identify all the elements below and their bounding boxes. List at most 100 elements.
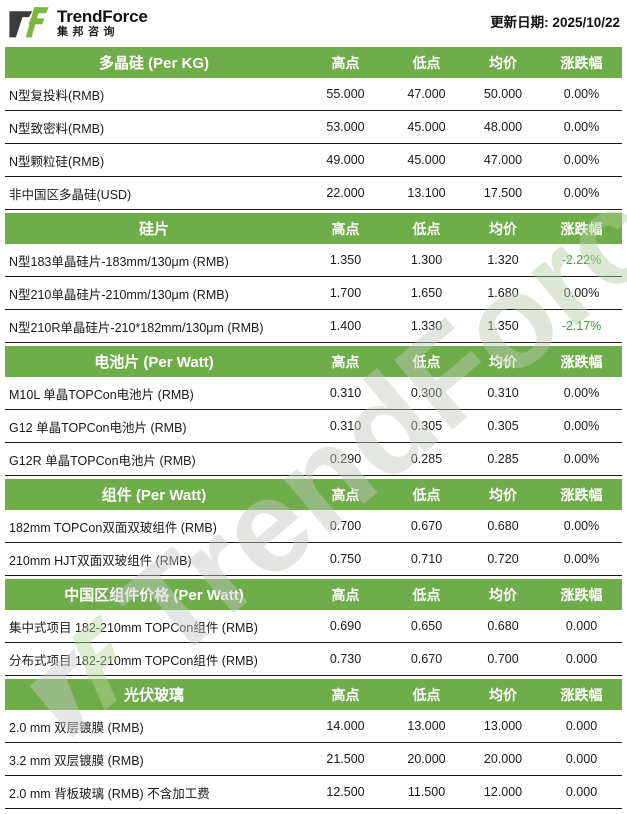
column-header-change: 涨跌幅 [560,586,603,603]
column-header-avg: 均价 [489,486,517,503]
row-high-value: 49.000 [326,153,365,167]
section-header: 电池片 (Per Watt) 高点 低点 均价 涨跌幅 [5,346,622,377]
row-label: 集中式项目 182-210mm TOPCon组件 (RMB) [9,620,258,635]
row-low-value: 45.000 [407,153,446,167]
section-rows: 182mm TOPCon双面双玻组件 (RMB) 0.700 0.670 0.6… [5,510,622,576]
table-row: 2.0 mm 背板玻璃 (RMB) 不含加工费 12.500 11.500 12… [5,776,622,809]
row-label: 分布式项目 182-210mm TOPCon组件 (RMB) [9,653,258,668]
row-high-value: 0.730 [329,652,362,666]
section-title: 电池片 (Per Watt) [94,354,214,371]
row-change-value: 0.000 [565,785,598,799]
row-label: N型颗粒硅(RMB) [9,154,105,169]
row-low-value: 0.285 [410,452,443,466]
row-low-value: 0.305 [410,419,443,433]
row-low-value: 0.670 [410,652,443,666]
section-header: 光伏玻璃 高点 低点 均价 涨跌幅 [5,679,622,710]
column-header-high: 高点 [331,220,360,237]
table-row: 2.0 mm 双层镀膜 (RMB) 14.000 13.000 13.000 0… [5,710,622,743]
table-row: N型复投料(RMB) 55.000 47.000 50.000 0.00% [5,78,622,111]
row-label: G12R 单晶TOPCon电池片 (RMB) [9,453,196,468]
row-high-value: 1.700 [329,286,362,300]
column-header-low: 低点 [412,54,441,71]
row-change-value: -2.22% [561,253,602,267]
update-date-label: 更新日期: 2025/10/22 [490,15,620,30]
row-low-value: 13.100 [407,186,446,200]
column-header-avg: 均价 [489,586,517,603]
section-header: 多晶硅 (Per KG) 高点 低点 均价 涨跌幅 [5,47,622,78]
section-title: 组件 (Per Watt) [101,487,207,504]
row-high-value: 0.700 [329,519,362,533]
row-high-value: 1.400 [329,319,362,333]
row-high-value: 53.000 [326,120,365,134]
column-header-high: 高点 [331,586,360,603]
row-avg-value: 48.000 [483,120,523,134]
row-high-value: 12.500 [326,785,365,799]
row-label: N型183单晶硅片-183mm/130μm (RMB) [9,254,229,269]
price-section: 组件 (Per Watt) 高点 低点 均价 涨跌幅 182mm TOPCon双… [5,479,622,576]
brand-name: TrendForce [57,6,148,26]
column-header-change: 涨跌幅 [560,220,603,237]
row-change-value: 0.000 [565,652,598,666]
row-high-value: 0.310 [329,386,362,400]
column-header-avg: 均价 [489,220,517,237]
section-rows: 集中式项目 182-210mm TOPCon组件 (RMB) 0.690 0.6… [5,610,622,676]
row-change-value: 0.000 [565,619,598,633]
row-avg-value: 1.350 [487,319,519,333]
row-change-value: -2.17% [561,319,602,333]
row-label: N型210单晶硅片-210mm/130μm (RMB) [9,287,229,302]
section-rows: N型183单晶硅片-183mm/130μm (RMB) 1.350 1.300 … [5,244,622,343]
row-label: G12 单晶TOPCon电池片 (RMB) [9,420,187,435]
row-label: N型致密料(RMB) [9,121,105,136]
topbar: TrendForce 集邦咨询 更新日期: 2025/10/22 [0,0,627,44]
table-row: M10L 单晶TOPCon电池片 (RMB) 0.310 0.300 0.310… [5,377,622,410]
column-header-avg: 均价 [489,353,517,370]
row-change-value: 0.00% [563,452,600,466]
row-avg-value: 0.700 [487,652,519,666]
row-change-value: 0.00% [563,87,600,101]
row-avg-value: 1.320 [487,253,519,267]
row-avg-value: 17.500 [483,186,523,200]
table-row: N型致密料(RMB) 53.000 45.000 48.000 0.00% [5,111,622,144]
row-high-value: 0.310 [329,419,362,433]
row-high-value: 21.500 [326,752,365,766]
trendforce-logo-icon [9,7,49,38]
column-header-low: 低点 [412,486,441,503]
row-avg-value: 0.680 [487,519,519,533]
brand-subtitle: 集邦咨询 [57,25,119,38]
row-low-value: 0.670 [410,519,443,533]
table-row: N型210单晶硅片-210mm/130μm (RMB) 1.700 1.650 … [5,277,622,310]
row-high-value: 0.690 [329,619,362,633]
row-avg-value: 1.680 [487,286,519,300]
row-high-value: 0.750 [329,552,362,566]
row-low-value: 0.710 [410,552,443,566]
table-row: N型183单晶硅片-183mm/130μm (RMB) 1.350 1.300 … [5,244,622,277]
column-header-low: 低点 [412,586,441,603]
row-avg-value: 50.000 [483,87,523,101]
table-row: G12R 单晶TOPCon电池片 (RMB) 0.290 0.285 0.285… [5,443,622,476]
table-row: 210mm HJT双面双玻组件 (RMB) 0.750 0.710 0.720 … [5,543,622,576]
column-header-change: 涨跌幅 [560,686,603,703]
row-low-value: 1.650 [410,286,443,300]
row-label: N型210R单晶硅片-210*182mm/130μm (RMB) [9,320,264,335]
row-high-value: 14.000 [326,719,365,733]
row-avg-value: 13.000 [483,719,523,733]
table-row: 182mm TOPCon双面双玻组件 (RMB) 0.700 0.670 0.6… [5,510,622,543]
column-header-low: 低点 [412,220,441,237]
row-avg-value: 47.000 [483,153,523,167]
brand-text: TrendForce 集邦咨询 [57,6,148,39]
row-low-value: 0.650 [410,619,443,633]
column-header-high: 高点 [331,54,360,71]
section-title: 硅片 [138,221,169,238]
row-low-value: 45.000 [407,120,446,134]
row-change-value: 0.00% [563,552,600,566]
table-row: 3.2 mm 双层镀膜 (RMB) 21.500 20.000 20.000 0… [5,743,622,776]
table-row: N型颗粒硅(RMB) 49.000 45.000 47.000 0.00% [5,144,622,177]
row-change-value: 0.000 [565,719,598,733]
table-row: N型210R单晶硅片-210*182mm/130μm (RMB) 1.400 1… [5,310,622,343]
brand: TrendForce 集邦咨询 [8,6,148,40]
row-avg-value: 0.285 [487,452,519,466]
table-row: 分布式项目 182-210mm TOPCon组件 (RMB) 0.730 0.6… [5,643,622,676]
row-label: 182mm TOPCon双面双玻组件 (RMB) [9,520,217,535]
row-label: 3.2 mm 双层镀膜 (RMB) [9,753,144,768]
